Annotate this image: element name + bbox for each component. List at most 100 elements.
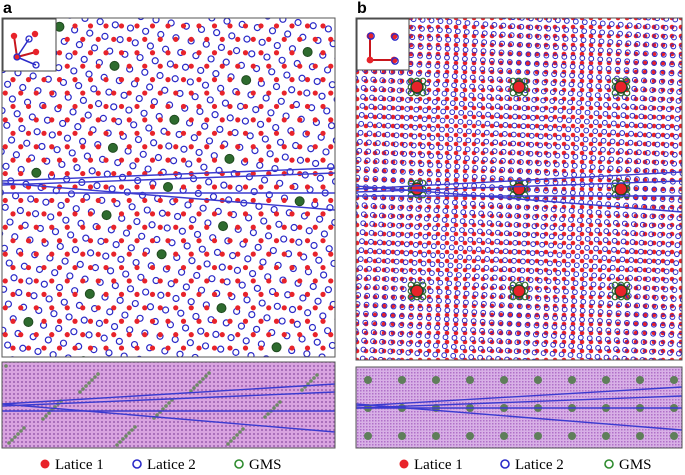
lattice-1-point [204, 90, 210, 96]
lattice-2-point [659, 331, 666, 338]
lattice-2-point [608, 156, 615, 163]
lattice-1-point [289, 345, 295, 351]
lattice-1-point [489, 222, 495, 228]
lattice-2-point [549, 89, 556, 96]
lattice-2-point [534, 52, 541, 58]
lattice-1-point [356, 141, 360, 147]
lattice-1-point [570, 105, 576, 111]
lattice-2-point [541, 341, 548, 348]
lattice-2-point [521, 105, 528, 112]
lattice-1-point [41, 264, 47, 271]
lattice-2-point [580, 298, 587, 305]
lattice-2-point [469, 74, 476, 81]
lattice-1-point [615, 330, 621, 336]
lattice-1-point [258, 23, 264, 29]
lattice-2-point [127, 244, 135, 252]
lattice-2-point [467, 110, 474, 117]
lattice-2-point [546, 269, 553, 276]
lattice-2-point [620, 247, 626, 254]
lattice-1-point [444, 339, 450, 345]
lattice-2-point [187, 298, 195, 306]
lattice-2-point [248, 311, 256, 319]
lattice-2-point [144, 165, 152, 173]
lattice-2-point [309, 282, 317, 291]
lattice-2-point [396, 87, 403, 94]
lattice-2-point [434, 63, 441, 69]
lattice-1-point [579, 150, 585, 156]
lattice-2-point [628, 257, 635, 263]
lattice-2-point [298, 335, 306, 343]
lattice-2-point [349, 130, 354, 135]
lattice-2-point [612, 93, 619, 100]
lattice-1-point [579, 60, 585, 66]
lattice-2-point [408, 169, 415, 176]
lattice-1-point [651, 123, 657, 129]
lattice-2-point [619, 130, 626, 136]
lattice-2-point [435, 180, 442, 187]
lattice-1-point [363, 222, 369, 228]
open-circle-icon [234, 459, 244, 469]
lattice-2-point [545, 152, 552, 158]
lattice-2-point [201, 122, 209, 130]
lattice-2-point [28, 113, 36, 121]
lattice-1-point [624, 132, 630, 138]
lattice-2-point [483, 138, 490, 145]
lattice-2-point [638, 239, 645, 246]
lattice-1-point [242, 318, 249, 324]
lattice-2-point [411, 133, 418, 140]
lattice-1-point [80, 90, 86, 96]
lattice-2-point [320, 271, 328, 279]
lattice-2-point [405, 214, 412, 221]
lattice-2-point [437, 18, 444, 25]
lattice-2-point [373, 284, 380, 291]
lattice-1-point [211, 211, 218, 217]
lattice-2-point [624, 310, 631, 317]
lattice-2-point [536, 277, 543, 284]
lattice-2-point [560, 198, 567, 205]
lattice-2-point [637, 122, 644, 129]
lattice-2-point [388, 330, 395, 337]
lattice-2-point [380, 311, 387, 318]
lattice-2-point [595, 218, 601, 225]
lattice-1-point [462, 33, 468, 39]
lattice-2-point [670, 296, 677, 302]
lattice-2-point [484, 256, 490, 262]
lattice-2-point [512, 113, 518, 120]
lattice-1-point [297, 144, 303, 150]
lattice-1-point [471, 123, 477, 129]
lattice-2-point [422, 98, 429, 105]
lattice-2-point [299, 294, 307, 302]
lattice-1-point [534, 249, 540, 255]
lattice-1-point [64, 90, 70, 96]
lattice-2-point [215, 166, 223, 175]
lattice-2-point [363, 310, 369, 317]
strip-gms-marker [81, 387, 85, 391]
lattice-2-point [590, 281, 597, 288]
lattice-1-point [242, 23, 249, 29]
lattice-2-point [567, 99, 574, 106]
lattice-2-point [398, 322, 405, 329]
lattice-2-point [425, 62, 432, 69]
strip-gms-marker [96, 372, 100, 376]
lattice-1-point [266, 224, 272, 230]
lattice-2-point [636, 275, 642, 282]
lattice-2-point [50, 310, 58, 318]
lattice-1-point [498, 123, 504, 129]
lattice-2-point [673, 133, 679, 140]
lattice-2-point [603, 101, 609, 108]
lattice-2-point [572, 27, 579, 34]
lattice-1-point [266, 278, 272, 284]
lattice-2-point [356, 337, 358, 343]
lattice-2-point [407, 322, 414, 329]
lattice-1-point [588, 33, 594, 39]
lattice-2-point [364, 292, 371, 299]
strip-gms-marker [263, 415, 267, 419]
lattice-2-point [526, 168, 533, 175]
strip-gms-marker [84, 384, 88, 388]
lattice-1-point [173, 10, 178, 15]
lattice-1-point [313, 10, 318, 15]
lattice-1-point [64, 63, 70, 69]
lattice-2-point [541, 79, 548, 86]
lattice-2-point [548, 107, 555, 113]
lattice-1-point [624, 24, 630, 30]
